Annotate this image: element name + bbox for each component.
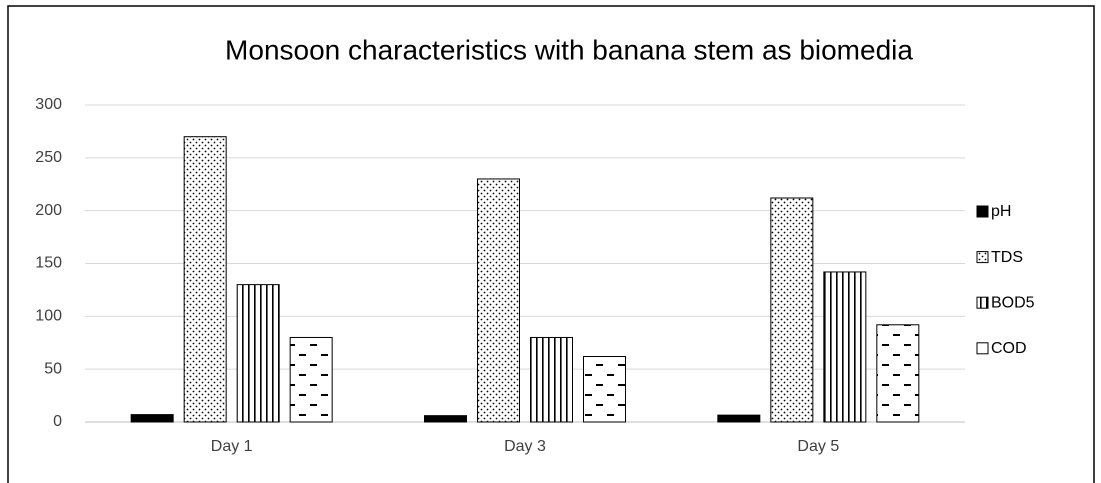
legend-label: TDS xyxy=(991,249,1023,266)
legend-swatch xyxy=(976,296,989,309)
bar xyxy=(876,324,920,423)
x-tick-label: Day 1 xyxy=(211,438,253,455)
bar xyxy=(583,355,626,423)
chart-border xyxy=(7,5,1095,483)
y-tick-label: 50 xyxy=(44,360,62,377)
bar xyxy=(183,136,227,423)
legend-label: COD xyxy=(991,340,1027,357)
bar xyxy=(530,336,573,423)
y-tick-label: 250 xyxy=(35,149,62,166)
bar xyxy=(289,336,333,423)
bar xyxy=(236,284,280,423)
legend-swatch xyxy=(976,251,989,264)
bar xyxy=(424,415,467,423)
bar xyxy=(770,197,814,423)
legend-label: BOD5 xyxy=(991,294,1035,311)
bar xyxy=(477,178,520,423)
bar xyxy=(823,271,867,423)
legend-label: pH xyxy=(991,203,1011,220)
bar xyxy=(130,414,174,423)
x-tick-label: Day 3 xyxy=(504,438,546,455)
y-tick-label: 300 xyxy=(35,96,62,113)
y-tick-label: 150 xyxy=(35,255,62,272)
y-tick-label: 100 xyxy=(35,308,62,325)
chart-title: Monsoon characteristics with banana stem… xyxy=(225,34,913,65)
y-tick-label: 0 xyxy=(53,413,62,430)
y-tick-label: 200 xyxy=(35,202,62,219)
bar xyxy=(717,414,761,423)
legend-swatch xyxy=(976,205,989,218)
legend-swatch xyxy=(976,342,989,355)
x-tick-label: Day 5 xyxy=(797,438,839,455)
